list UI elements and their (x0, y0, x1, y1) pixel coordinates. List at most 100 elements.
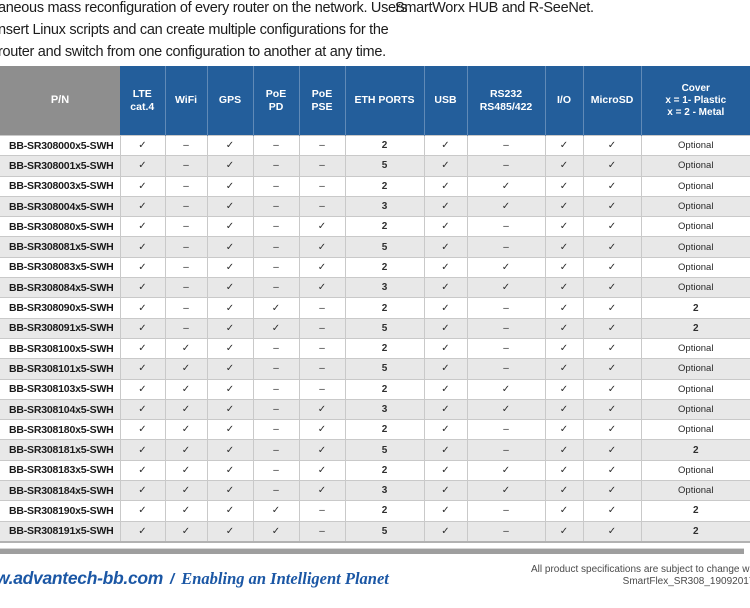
check-icon: ✓ (165, 337, 208, 360)
col-header-eth-ports-line: ETH PORTS (354, 94, 415, 107)
dash-icon: – (165, 216, 208, 238)
col-header-rs232: RS232 RS485/422 (467, 66, 546, 136)
cell-cover: Optional (641, 358, 750, 380)
dash-icon: – (299, 520, 346, 543)
dash-icon: – (299, 337, 346, 360)
cell-pn: BB-SR308000x5-SWH (0, 134, 121, 157)
footer-slogan: Enabling an Intelligent Planet (181, 569, 389, 588)
check-icon: ✓ (545, 500, 584, 522)
check-icon: ✓ (207, 297, 254, 319)
check-icon: ✓ (424, 358, 468, 380)
col-header-poe-pse-line: PSE (311, 100, 333, 113)
intro-paragraph: aneous mass reconfiguration of every rou… (0, 0, 408, 63)
cell-cover: Optional (641, 337, 750, 360)
check-icon: ✓ (207, 500, 254, 522)
cell-eth-ports: 3 (345, 277, 425, 299)
dash-icon: – (253, 378, 300, 400)
table-row: BB-SR308190x5-SWH ✓ ✓ ✓ ✓ –2 ✓ – ✓ ✓ 2 (0, 500, 750, 522)
check-icon: ✓ (120, 155, 166, 177)
check-icon: ✓ (207, 337, 254, 360)
cell-cover: 2 (641, 297, 750, 319)
check-icon: ✓ (424, 134, 468, 157)
check-icon: ✓ (583, 297, 642, 319)
check-icon: ✓ (207, 236, 254, 258)
footer-disclaimer-line: All product specifications are subject t… (530, 564, 750, 575)
dash-icon: – (467, 134, 546, 157)
check-icon: ✓ (299, 480, 346, 502)
check-icon: ✓ (120, 398, 166, 421)
check-icon: ✓ (207, 195, 254, 218)
dash-icon: – (165, 277, 208, 299)
check-icon: ✓ (299, 256, 346, 279)
cell-pn: BB-SR308081x5-SWH (0, 236, 121, 258)
spec-table-body: BB-SR308000x5-SWH ✓ – ✓ – –2 ✓ – ✓ ✓ Optional BB-SR… (0, 134, 750, 543)
check-icon: ✓ (583, 175, 642, 197)
cell-cover: Optional (641, 134, 750, 157)
cell-pn: BB-SR308084x5-SWH (0, 277, 121, 299)
check-icon: ✓ (583, 439, 642, 461)
check-icon: ✓ (165, 439, 208, 461)
dash-icon: – (253, 134, 300, 157)
check-icon: ✓ (424, 520, 468, 543)
footer-url: w.advantech-bb.com (0, 568, 164, 588)
check-icon: ✓ (120, 216, 166, 238)
cell-cover: 2 (641, 520, 750, 543)
dash-icon: – (467, 297, 546, 319)
table-row: BB-SR308091x5-SWH ✓ – ✓ ✓ –5 ✓ – ✓ ✓ 2 (0, 317, 750, 339)
table-row: BB-SR308083x5-SWH ✓ – ✓ – ✓ 2 ✓ ✓ ✓ ✓ Optional (0, 256, 750, 279)
cell-eth-ports: 3 (345, 195, 425, 218)
dash-icon: – (467, 439, 546, 461)
dash-icon: – (165, 195, 208, 218)
check-icon: ✓ (545, 419, 584, 441)
cell-cover: Optional (641, 378, 750, 400)
check-icon: ✓ (467, 480, 546, 502)
col-header-rs232-line: RS485/422 (479, 100, 533, 113)
check-icon: ✓ (583, 500, 642, 522)
check-icon: ✓ (207, 439, 254, 461)
check-icon: ✓ (545, 317, 584, 339)
spec-table-header: P/N LTE cat.4 WiFi GPS PoE PD PoE PSE ETH PORTS US… (0, 66, 750, 136)
dash-icon: – (253, 216, 300, 238)
col-header-cover-line: x = 2 - Metal (667, 106, 725, 118)
check-icon: ✓ (545, 480, 584, 502)
cell-pn: BB-SR308101x5-SWH (0, 358, 121, 380)
check-icon: ✓ (120, 378, 166, 400)
check-icon: ✓ (545, 358, 584, 380)
check-icon: ✓ (165, 398, 208, 421)
check-icon: ✓ (583, 277, 642, 299)
col-header-eth-ports: ETH PORTS (345, 66, 425, 136)
check-icon: ✓ (424, 439, 468, 461)
cell-eth-ports: 5 (345, 358, 425, 380)
col-header-cover: Cover x = 1- Plastic x = 2 - Metal (641, 66, 750, 136)
check-icon: ✓ (424, 155, 468, 177)
check-icon: ✓ (424, 216, 468, 238)
dash-icon: – (165, 297, 208, 319)
dash-icon: – (299, 195, 346, 218)
dash-icon: – (253, 398, 300, 421)
cell-pn: BB-SR308190x5-SWH (0, 500, 121, 522)
intro-line-1: aneous mass reconfiguration of every rou… (0, 0, 408, 16)
cell-eth-ports: 2 (345, 256, 425, 279)
table-row: BB-SR308100x5-SWH ✓ ✓ ✓ – –2 ✓ – ✓ ✓ Optional (0, 337, 750, 360)
cell-pn: BB-SR308100x5-SWH (0, 337, 121, 360)
dash-icon: – (467, 155, 546, 177)
check-icon: ✓ (424, 337, 468, 360)
cell-eth-ports: 2 (345, 175, 425, 197)
check-icon: ✓ (583, 419, 642, 441)
check-icon: ✓ (467, 398, 546, 421)
check-icon: ✓ (424, 317, 468, 339)
col-header-cover-line: x = 1- Plastic (665, 94, 727, 106)
dash-icon: – (299, 175, 346, 197)
dash-icon: – (299, 378, 346, 400)
check-icon: ✓ (299, 398, 346, 421)
check-icon: ✓ (467, 277, 546, 299)
check-icon: ✓ (207, 317, 254, 339)
check-icon: ✓ (120, 297, 166, 319)
table-row: BB-SR308001x5-SWH ✓ – ✓ – –5 ✓ – ✓ ✓ Optional (0, 155, 750, 177)
cell-eth-ports: 5 (345, 520, 425, 543)
cell-eth-ports: 2 (345, 297, 425, 319)
check-icon: ✓ (120, 459, 166, 482)
check-icon: ✓ (424, 236, 468, 258)
dash-icon: – (253, 358, 300, 380)
